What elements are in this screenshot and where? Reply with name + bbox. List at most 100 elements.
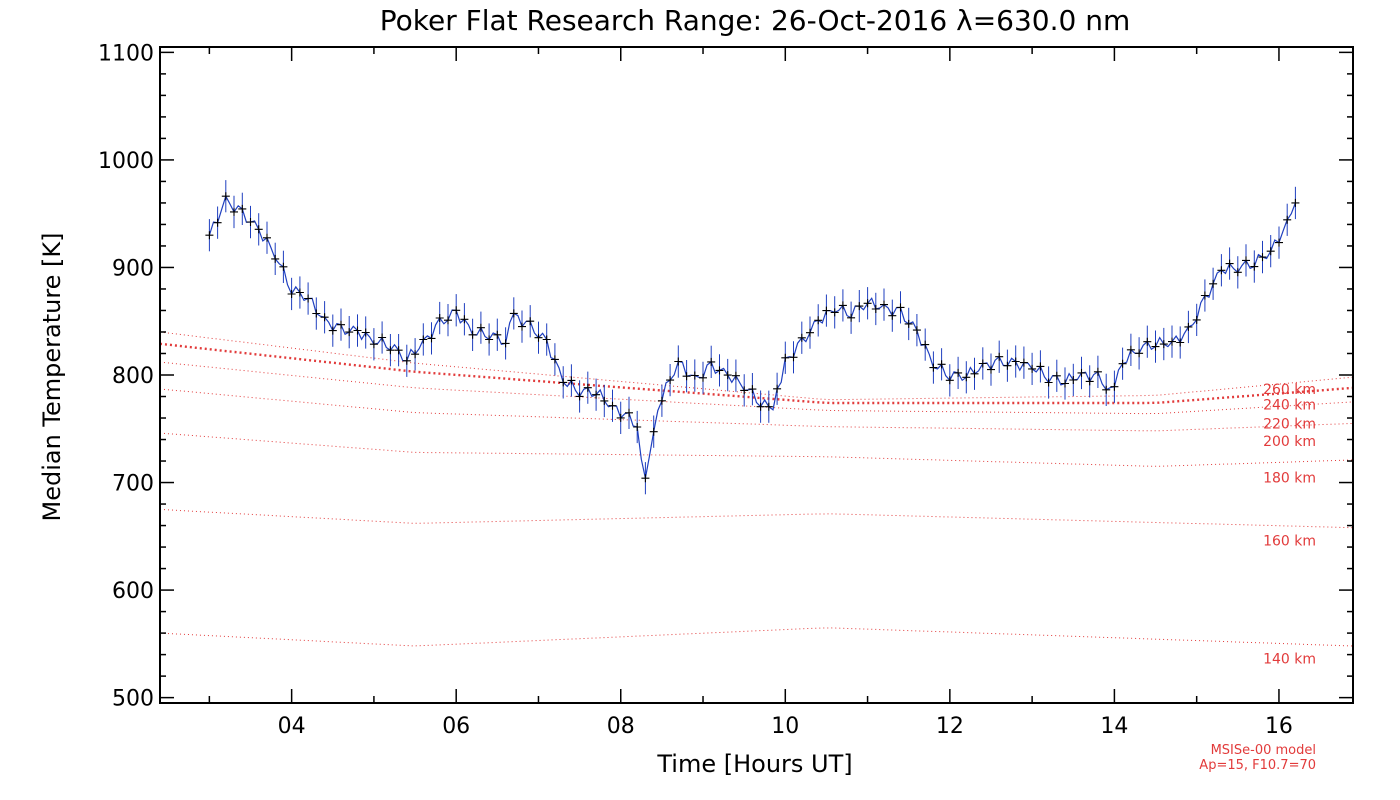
data-point-marker <box>271 254 280 263</box>
chart-title: Poker Flat Research Range: 26-Oct-2016 λ… <box>380 4 1131 37</box>
data-point-marker <box>542 335 551 344</box>
model-curve-label-140-km: 140 km <box>1263 651 1316 667</box>
data-point-marker <box>1225 259 1234 268</box>
data-point-marker <box>978 359 987 368</box>
data-point-marker <box>238 204 247 213</box>
data-point-marker <box>912 326 921 335</box>
data-point-marker <box>789 353 798 362</box>
data-point-marker <box>328 326 337 335</box>
data-point-marker <box>625 408 633 417</box>
data-point-marker <box>213 218 222 227</box>
data-point-marker <box>1258 253 1267 262</box>
data-point-marker <box>682 372 691 381</box>
data-point-marker <box>666 376 675 385</box>
data-point-marker <box>608 401 617 410</box>
data-point-marker <box>444 316 452 325</box>
data-point-marker <box>337 320 345 329</box>
data-point-marker <box>641 474 650 483</box>
data-point-marker <box>468 330 477 339</box>
data-point-marker <box>896 303 905 312</box>
x-axis-label: Time [Hours UT] <box>656 750 852 778</box>
data-point-marker <box>592 390 601 399</box>
data-point-marker <box>402 356 411 365</box>
data-point-marker <box>369 340 378 349</box>
model-curve-200-km <box>159 388 1354 432</box>
data-point-marker <box>1126 345 1135 354</box>
data-point-marker <box>550 355 559 364</box>
data-point-marker <box>1143 337 1152 346</box>
data-point-marker <box>616 413 625 422</box>
x-tick-label: 06 <box>442 714 470 739</box>
data-point-marker <box>1250 262 1259 271</box>
data-point-marker <box>435 314 444 322</box>
measurement-series <box>208 194 1296 479</box>
model-curve-label-260-km: 260 km <box>1263 382 1316 398</box>
y-axis: 500 600 700 800 900 1000 1100 <box>98 41 1353 712</box>
data-point-marker <box>740 386 749 395</box>
data-point-marker <box>888 311 897 320</box>
data-point-marker <box>427 334 436 343</box>
data-point-marker <box>254 225 263 234</box>
data-point-marker <box>460 315 469 324</box>
x-tick-label: 10 <box>771 714 799 739</box>
data-point-marker <box>1159 340 1168 349</box>
data-point-marker <box>649 427 658 436</box>
model-curve-220-km <box>159 361 1354 415</box>
x-tick-label: 04 <box>278 714 306 739</box>
data-point-marker <box>1069 376 1078 384</box>
data-point-marker <box>559 378 568 387</box>
model-curves <box>159 331 1354 647</box>
data-point-marker <box>476 323 485 332</box>
data-point-marker <box>583 383 592 392</box>
data-point-marker <box>534 333 543 342</box>
data-point-marker <box>1200 291 1209 300</box>
data-point-marker <box>707 357 716 366</box>
data-point-marker <box>304 294 313 303</box>
data-point-marker <box>394 346 403 355</box>
data-point-marker <box>1093 367 1102 376</box>
data-point-marker <box>279 262 288 271</box>
data-point-marker <box>526 317 535 326</box>
data-point-marker <box>921 340 930 349</box>
model-curve-240-km <box>159 342 1354 405</box>
data-point-marker <box>378 333 387 342</box>
data-point-marker <box>699 373 707 382</box>
data-point-marker <box>1077 368 1086 377</box>
data-point-marker <box>756 402 765 411</box>
data-point-marker <box>847 313 856 322</box>
model-curve-labels: 140 km 160 km 180 km 200 km 220 km 240 km260 … <box>1263 382 1316 667</box>
data-point-marker <box>1266 247 1275 256</box>
y-tick-label: 900 <box>112 256 154 281</box>
data-point-marker <box>1003 361 1012 370</box>
data-point-marker <box>781 353 790 362</box>
data-point-marker <box>312 309 321 318</box>
model-curve-140-km <box>159 627 1354 647</box>
data-point-marker <box>855 302 864 311</box>
data-point-marker <box>1275 238 1283 247</box>
data-point-marker <box>1085 377 1094 386</box>
data-point-marker <box>419 335 428 344</box>
data-point-marker <box>1036 362 1045 371</box>
data-point-marker <box>690 371 699 380</box>
data-point-marker <box>263 233 271 242</box>
data-point-marker <box>1011 357 1020 366</box>
data-point-marker <box>452 306 461 315</box>
data-point-marker <box>1176 338 1185 347</box>
model-curve-label-200-km: 200 km <box>1263 434 1316 450</box>
x-tick-label: 08 <box>607 714 635 739</box>
data-point-marker <box>863 299 872 308</box>
y-axis-label: Median Temperature [K] <box>38 232 66 521</box>
data-point-marker <box>361 328 370 337</box>
model-curve-260-km <box>159 331 1354 401</box>
data-point-marker <box>295 288 304 297</box>
y-tick-label: 700 <box>112 472 154 497</box>
data-point-marker <box>1151 342 1160 351</box>
data-point-marker <box>345 328 354 337</box>
data-point-marker <box>1233 268 1242 277</box>
y-tick-label: 600 <box>112 579 154 604</box>
data-point-marker <box>1102 385 1111 394</box>
x-tick-label: 14 <box>1100 714 1128 739</box>
data-point-marker <box>1291 198 1300 207</box>
data-point-marker <box>600 396 609 405</box>
